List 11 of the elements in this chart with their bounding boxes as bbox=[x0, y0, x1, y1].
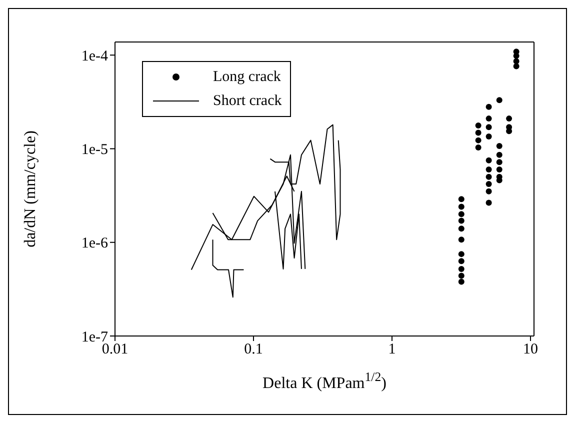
x-tick-label: 0.1 bbox=[244, 342, 263, 358]
x-axis-title: Delta K (MPam$^{1/2}$) bbox=[262, 370, 386, 392]
x-tick-label: 0.01 bbox=[102, 342, 128, 358]
x-tick-label: 1 bbox=[388, 342, 396, 358]
y-tick-label: 1e-5 bbox=[81, 142, 108, 158]
y-tick-label: 1e-6 bbox=[81, 236, 108, 252]
legend-label: Long crack bbox=[213, 68, 281, 86]
x-tick-label: 10 bbox=[522, 342, 538, 358]
legend-label: Short crack bbox=[213, 92, 282, 110]
y-axis-title: da/dN (mm/cycle) bbox=[22, 130, 39, 248]
y-tick-label: 1e-4 bbox=[81, 48, 108, 64]
